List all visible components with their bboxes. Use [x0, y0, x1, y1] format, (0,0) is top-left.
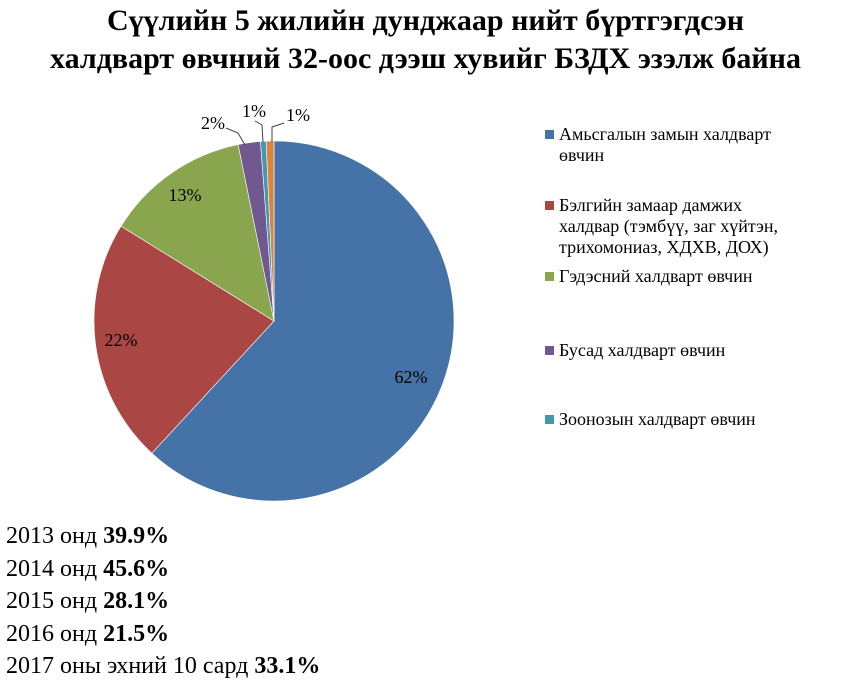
legend-item-4: Бусад халдварт өвчин	[545, 340, 845, 361]
data-label-2: 22%	[105, 330, 138, 350]
legend-label: Бэлгийн замаар дамжих	[559, 195, 742, 215]
leader-line-1	[225, 127, 246, 146]
stat-label: 2013 онд	[6, 523, 104, 549]
chart-title: Сүүлийн 5 жилийн дунджаар нийт бүртгэгдс…	[0, 2, 851, 78]
data-label-1: 62%	[395, 367, 428, 387]
legend-swatch	[545, 346, 554, 355]
stat-label: 2016 онд	[6, 620, 104, 647]
stat-row-1: 2013 онд 39.9%	[6, 520, 320, 553]
legend-label: халдвар (тэмбүү, заг хүйтэн,	[559, 216, 779, 236]
chart-title-line-1: Сүүлийн 5 жилийн дунджаар нийт бүртгэгдс…	[106, 4, 745, 37]
legend-label: Амьсгалын замын халдварт	[559, 124, 771, 144]
yearly-stats: 2013 онд 39.9% 2014 онд 45.6% 2015 онд 28.…	[6, 520, 320, 683]
pie-slice-3	[120, 144, 275, 322]
legend-label: трихомониаз, ХДХВ, ДОХ)	[559, 237, 769, 257]
stat-row-3: 2015 онд 28.1%	[6, 585, 320, 618]
stat-value: 45.6%	[103, 555, 170, 582]
stat-value: 28.1%	[103, 588, 170, 614]
stat-label: 2015 онд	[6, 588, 104, 614]
pie-slice-2	[93, 225, 275, 454]
data-label-3: 13%	[169, 185, 202, 205]
leader-line-3	[271, 122, 285, 142]
legend-swatch	[545, 415, 554, 424]
legend-label: Зоонозын халдварт өвчин	[559, 409, 756, 429]
data-label-4: 2%	[201, 113, 225, 133]
chart-title-line-2: халдварт өвчний 32-оос дээш хувийг БЗДХ …	[50, 42, 801, 75]
stat-row-4: 2016 онд 21.5%	[6, 618, 320, 651]
stat-value: 33.1%	[254, 653, 321, 679]
pie-slice-1	[151, 140, 455, 502]
legend-item-2: Бэлгийн замаар дамжих халдвар (тэмбүү, за…	[545, 195, 845, 258]
legend-swatch	[545, 201, 554, 210]
data-label-5: 1%	[242, 101, 266, 121]
legend-label: Гэдэсний халдварт өвчин	[559, 266, 753, 286]
legend-item-3: Гэдэсний халдварт өвчин	[545, 266, 845, 287]
legend-swatch	[545, 130, 554, 139]
legend-item-5: Зоонозын халдварт өвчин	[545, 409, 845, 430]
stat-value: 39.9%	[103, 523, 170, 549]
stat-label: 2017 оны эхний 10 сард	[6, 653, 255, 679]
legend-item-1: Амьсгалын замын халдварт өвчин	[545, 124, 845, 166]
stat-label: 2014 онд	[6, 555, 104, 582]
stat-row-2: 2014 онд 45.6%	[6, 553, 320, 586]
legend-label: өвчин	[559, 145, 605, 165]
stat-value: 21.5%	[103, 620, 170, 647]
data-label-6: 1%	[286, 105, 310, 125]
stat-row-5: 2017 оны эхний 10 сард 33.1%	[6, 650, 320, 683]
legend-label: Бусад халдварт өвчин	[559, 340, 726, 360]
pie-slice-6	[265, 140, 275, 322]
legend-swatch	[545, 272, 554, 281]
leader-line-2	[254, 120, 264, 143]
